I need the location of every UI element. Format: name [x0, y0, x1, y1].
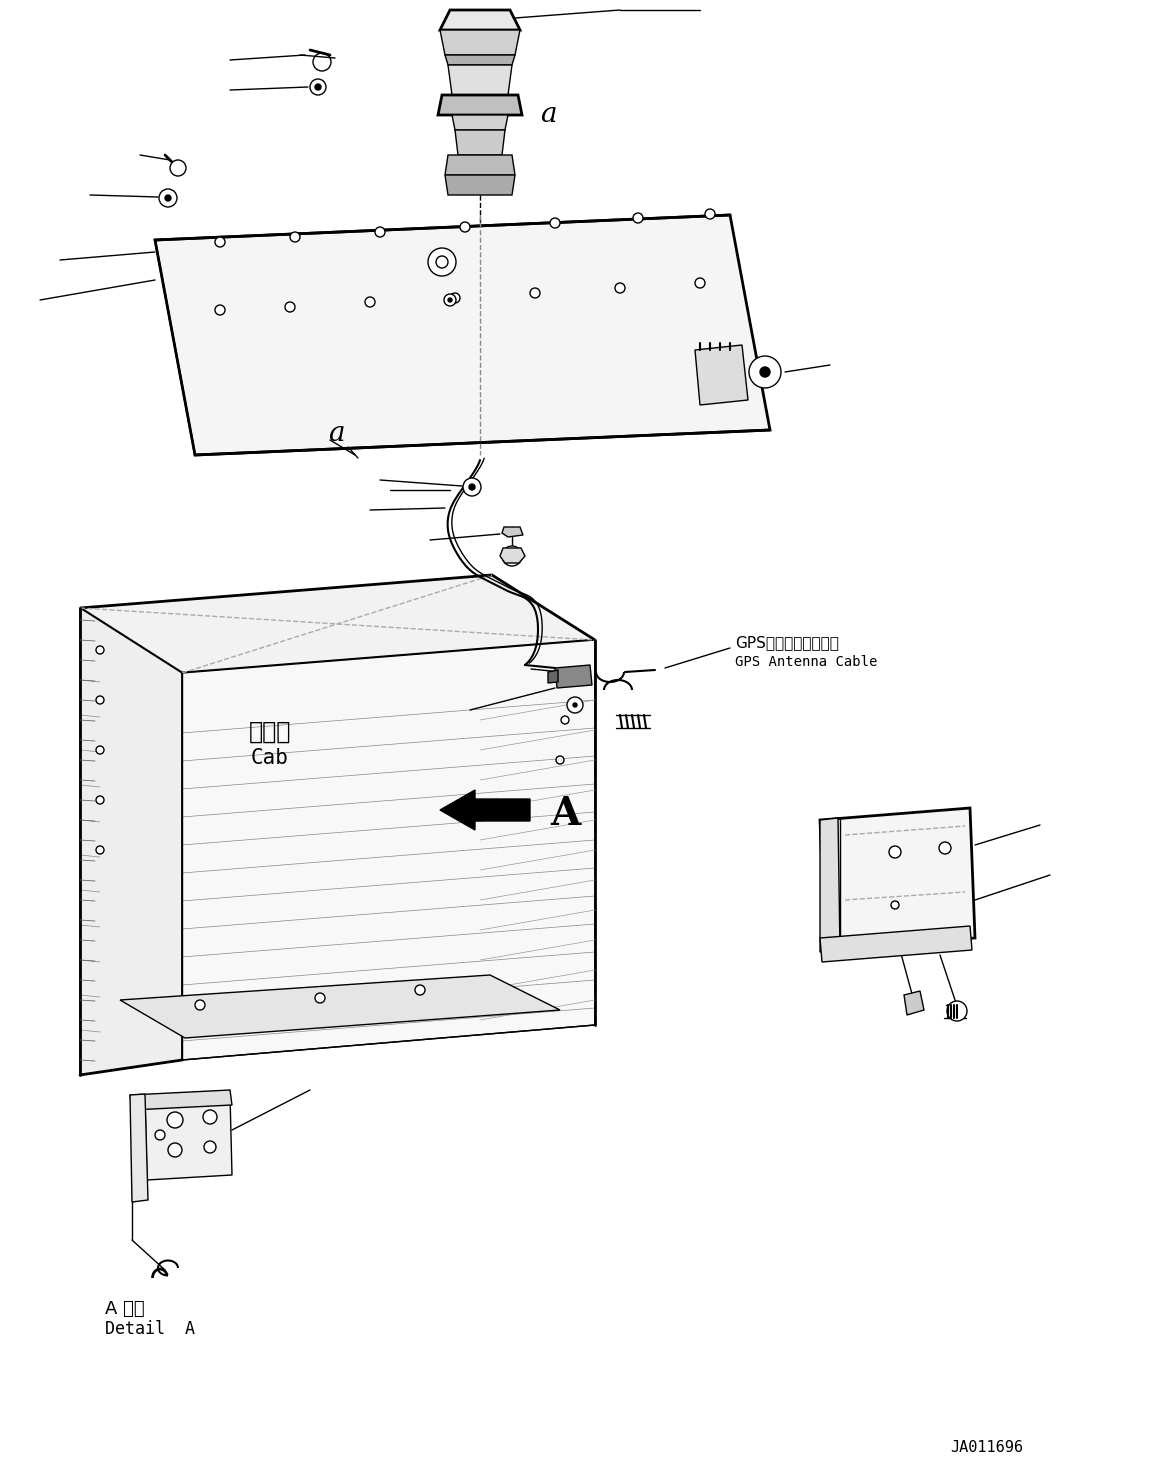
Circle shape	[567, 697, 583, 713]
Circle shape	[561, 716, 569, 724]
Circle shape	[450, 292, 461, 303]
Circle shape	[96, 846, 104, 854]
Circle shape	[215, 304, 225, 315]
Circle shape	[573, 703, 577, 707]
Circle shape	[760, 366, 770, 377]
Circle shape	[290, 232, 300, 242]
Polygon shape	[548, 671, 559, 682]
Polygon shape	[120, 975, 560, 1038]
Text: A 詳細: A 詳細	[105, 1300, 145, 1317]
Circle shape	[469, 484, 475, 490]
Text: Detail  A: Detail A	[105, 1320, 195, 1338]
Circle shape	[461, 222, 470, 232]
Polygon shape	[438, 95, 522, 115]
Polygon shape	[445, 155, 515, 174]
Circle shape	[891, 901, 899, 908]
Circle shape	[947, 1001, 967, 1021]
Circle shape	[315, 993, 325, 1003]
Circle shape	[310, 78, 326, 95]
Circle shape	[415, 985, 424, 995]
Circle shape	[203, 1111, 217, 1124]
Circle shape	[159, 189, 177, 207]
Circle shape	[436, 256, 448, 267]
Circle shape	[503, 546, 522, 566]
Polygon shape	[555, 665, 592, 688]
Text: a: a	[540, 102, 556, 128]
Circle shape	[96, 645, 104, 654]
Polygon shape	[820, 926, 972, 962]
Circle shape	[448, 298, 452, 301]
Polygon shape	[455, 130, 505, 155]
Circle shape	[428, 248, 456, 276]
Text: キャブ: キャブ	[248, 719, 292, 744]
Text: GPS Antenna Cable: GPS Antenna Cable	[735, 654, 877, 669]
Circle shape	[285, 301, 295, 312]
Polygon shape	[445, 55, 515, 65]
Circle shape	[215, 236, 225, 247]
Circle shape	[556, 756, 564, 764]
Circle shape	[195, 1000, 205, 1010]
Polygon shape	[452, 115, 508, 130]
Polygon shape	[155, 216, 770, 455]
Circle shape	[155, 1130, 166, 1140]
Polygon shape	[440, 30, 520, 55]
Circle shape	[444, 294, 456, 306]
Circle shape	[170, 160, 187, 176]
Polygon shape	[500, 548, 525, 563]
Circle shape	[204, 1142, 216, 1154]
Text: Cab: Cab	[251, 747, 289, 768]
Circle shape	[531, 288, 540, 298]
Text: a: a	[328, 419, 344, 448]
Circle shape	[168, 1143, 182, 1156]
Polygon shape	[695, 346, 749, 405]
Polygon shape	[503, 527, 524, 538]
Polygon shape	[820, 818, 840, 953]
Circle shape	[614, 284, 625, 292]
Circle shape	[96, 746, 104, 753]
Circle shape	[550, 219, 560, 227]
Circle shape	[695, 278, 705, 288]
Polygon shape	[129, 1094, 148, 1202]
Circle shape	[365, 297, 375, 307]
Polygon shape	[448, 65, 512, 95]
Polygon shape	[129, 1090, 232, 1111]
Circle shape	[705, 210, 715, 219]
Circle shape	[749, 356, 781, 388]
Circle shape	[167, 1112, 183, 1128]
Text: A: A	[550, 795, 581, 833]
Circle shape	[96, 796, 104, 803]
Polygon shape	[80, 609, 182, 1075]
Circle shape	[556, 676, 564, 684]
Polygon shape	[445, 174, 515, 195]
Text: GPSアンテナケーブル: GPSアンテナケーブル	[735, 635, 838, 650]
Polygon shape	[182, 640, 595, 1060]
Polygon shape	[440, 10, 520, 30]
Circle shape	[375, 227, 385, 236]
Circle shape	[633, 213, 642, 223]
Circle shape	[888, 846, 901, 858]
Polygon shape	[145, 1094, 232, 1180]
Circle shape	[315, 84, 321, 90]
Polygon shape	[904, 991, 923, 1015]
Circle shape	[96, 696, 104, 705]
Text: JA011696: JA011696	[950, 1440, 1023, 1455]
Circle shape	[463, 479, 482, 496]
Polygon shape	[820, 808, 975, 950]
Polygon shape	[80, 575, 595, 674]
FancyArrow shape	[440, 790, 531, 830]
Circle shape	[939, 842, 951, 854]
Circle shape	[166, 195, 171, 201]
